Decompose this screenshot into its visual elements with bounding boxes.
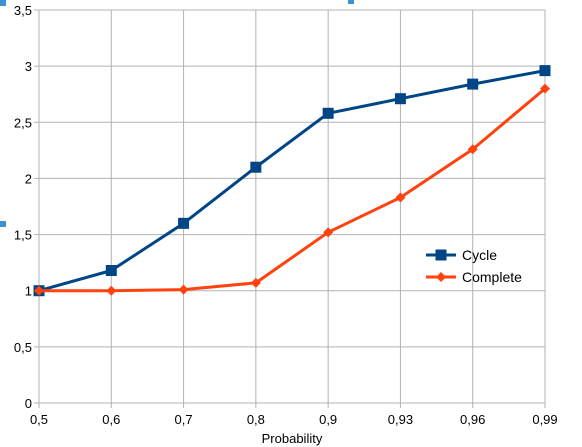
legend-label-complete: Complete bbox=[462, 269, 522, 285]
x-tick-label: 0,6 bbox=[102, 412, 120, 427]
gridlines bbox=[38, 9, 546, 403]
y-tick-label: 1,5 bbox=[14, 228, 32, 243]
y-tick-label: 2 bbox=[25, 171, 32, 186]
y-tick-label: 3,5 bbox=[14, 3, 32, 18]
selection-handle[interactable] bbox=[348, 0, 354, 4]
selection-handle[interactable] bbox=[0, 221, 6, 227]
x-tick-label: 0,93 bbox=[388, 412, 413, 427]
data-point-complete bbox=[106, 285, 117, 296]
data-point-complete bbox=[467, 144, 478, 155]
data-point-cycle bbox=[250, 161, 262, 173]
x-axis-title: Probability bbox=[262, 431, 323, 446]
series-lines bbox=[33, 65, 551, 297]
series-cycle bbox=[33, 65, 551, 297]
data-point-complete bbox=[540, 83, 550, 94]
series-complete bbox=[34, 83, 550, 296]
legend-item-cycle: Cycle bbox=[426, 247, 497, 263]
data-point-complete bbox=[34, 285, 44, 296]
data-point-cycle bbox=[178, 217, 190, 229]
legend: Cycle Complete bbox=[426, 247, 522, 285]
data-point-complete bbox=[323, 227, 334, 238]
data-point-complete bbox=[395, 192, 406, 203]
data-point-cycle bbox=[539, 65, 551, 77]
data-point-cycle bbox=[105, 265, 117, 277]
x-tick-label: 0,99 bbox=[532, 412, 557, 427]
y-tick-label: 0,5 bbox=[14, 340, 32, 355]
series-line-cycle bbox=[38, 69, 546, 293]
data-point-cycle bbox=[467, 78, 479, 90]
y-tick-label: 3 bbox=[25, 59, 32, 74]
x-tick-label: 0,96 bbox=[460, 412, 485, 427]
x-tick-label: 0,5 bbox=[30, 412, 48, 427]
selection-handle[interactable] bbox=[0, 0, 6, 6]
x-tick-label: 0,8 bbox=[247, 412, 265, 427]
data-point-cycle bbox=[394, 93, 406, 105]
x-tick-label: 0,7 bbox=[175, 412, 193, 427]
legend-label-cycle: Cycle bbox=[462, 247, 497, 263]
legend-marker-cycle bbox=[435, 249, 447, 261]
tick-labels: 00,511,522,533,50,5 0,6 0,7 0,8 0,9 0,93 0,96 0… bbox=[14, 3, 558, 427]
data-point-complete bbox=[178, 284, 189, 295]
data-point-complete bbox=[250, 277, 261, 288]
y-tick-label: 0 bbox=[25, 396, 32, 411]
legend-item-complete: Complete bbox=[426, 269, 522, 285]
legend-marker-complete bbox=[436, 272, 446, 282]
data-point-cycle bbox=[322, 107, 334, 119]
x-tick-label: 0,9 bbox=[319, 412, 337, 427]
y-tick-label: 2,5 bbox=[14, 115, 32, 130]
series-line-complete bbox=[39, 87, 546, 293]
y-tick-label: 1 bbox=[25, 284, 32, 299]
axes bbox=[34, 9, 546, 408]
